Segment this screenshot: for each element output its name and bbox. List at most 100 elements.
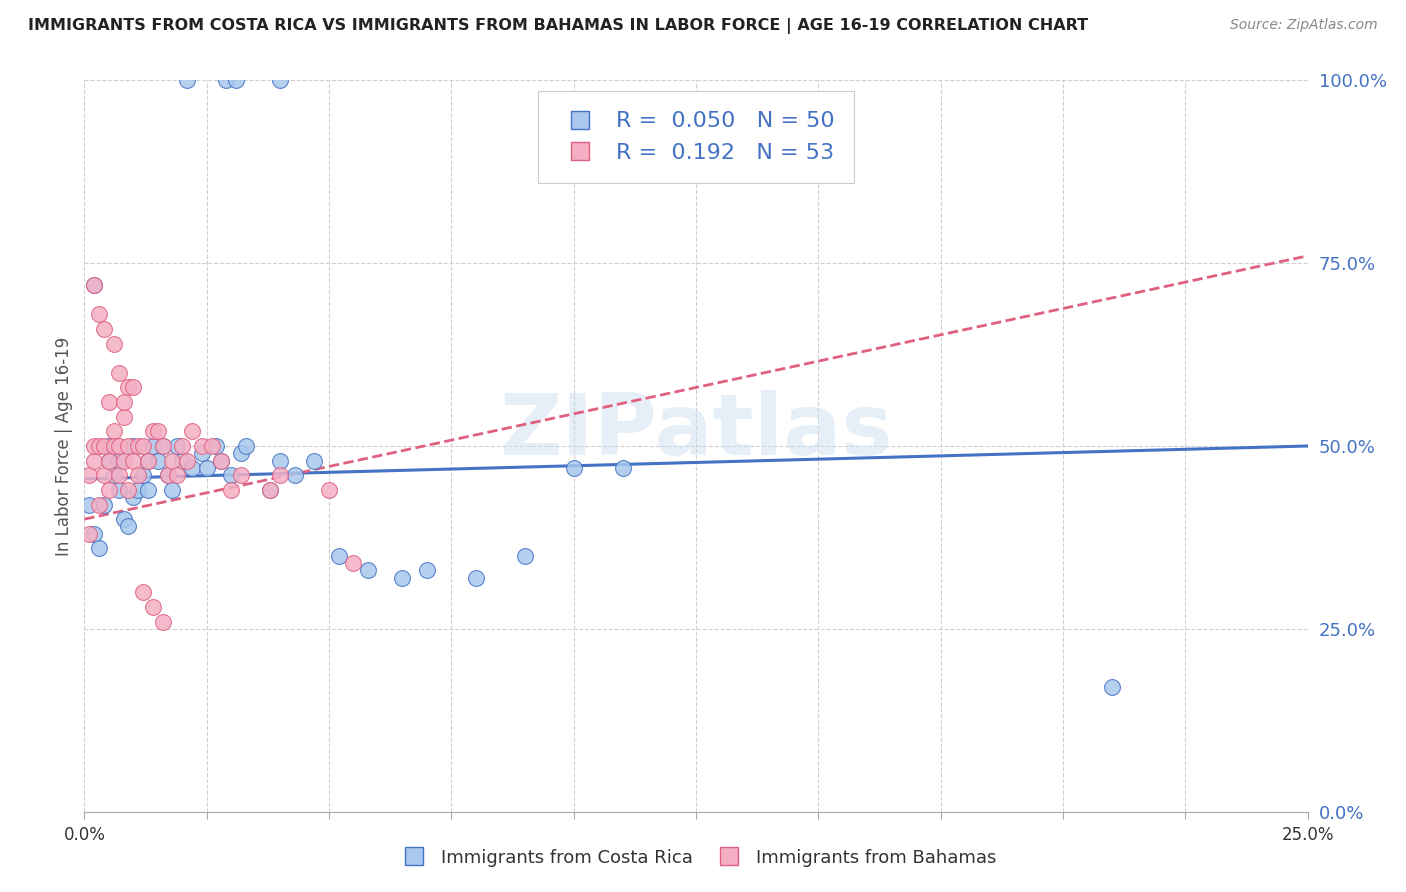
Point: [112, 409, 135, 424]
Point: [122, 490, 145, 504]
Point: [122, 439, 145, 453]
Point: [117, 380, 139, 394]
Point: [195, 461, 218, 475]
Point: [97, 439, 120, 453]
Point: [83, 453, 105, 467]
Point: [191, 439, 214, 453]
Point: [117, 519, 139, 533]
Point: [176, 73, 198, 87]
Point: [176, 453, 198, 467]
Point: [83, 526, 105, 541]
Point: [97, 453, 120, 467]
Point: [269, 468, 291, 483]
Point: [142, 599, 165, 614]
Point: [166, 439, 188, 453]
Point: [117, 439, 139, 453]
Point: [464, 571, 486, 585]
Point: [162, 483, 184, 497]
Point: [107, 366, 129, 380]
Point: [284, 468, 307, 483]
Point: [142, 439, 165, 453]
Text: Source: ZipAtlas.com: Source: ZipAtlas.com: [1230, 18, 1378, 32]
Point: [77, 526, 100, 541]
Point: [259, 483, 281, 497]
Point: [97, 395, 120, 409]
Point: [342, 556, 364, 570]
Point: [146, 453, 169, 467]
Point: [229, 468, 252, 483]
Point: [416, 563, 439, 577]
Point: [127, 483, 149, 497]
Point: [83, 439, 105, 453]
Point: [136, 453, 159, 467]
Point: [391, 571, 413, 585]
Point: [156, 468, 179, 483]
Point: [136, 453, 159, 467]
Point: [127, 439, 149, 453]
Point: [215, 73, 238, 87]
Point: [87, 498, 110, 512]
Point: [93, 498, 115, 512]
Legend: Immigrants from Costa Rica, Immigrants from Bahamas: Immigrants from Costa Rica, Immigrants f…: [387, 839, 1005, 876]
Point: [235, 439, 257, 453]
Point: [146, 425, 169, 439]
Point: [87, 307, 110, 321]
Point: [107, 468, 129, 483]
Point: [112, 512, 135, 526]
Point: [97, 453, 120, 467]
Point: [259, 483, 281, 497]
Point: [318, 483, 340, 497]
Point: [77, 498, 100, 512]
Point: [83, 278, 105, 293]
Point: [1101, 681, 1123, 695]
Point: [562, 461, 585, 475]
Point: [229, 446, 252, 460]
Point: [112, 453, 135, 467]
Point: [172, 439, 194, 453]
Point: [166, 468, 188, 483]
Point: [219, 483, 242, 497]
Point: [93, 439, 115, 453]
Point: [97, 483, 120, 497]
Point: [93, 322, 115, 336]
Point: [513, 549, 536, 563]
Point: [269, 73, 291, 87]
Point: [191, 446, 214, 460]
Point: [87, 439, 110, 453]
Point: [112, 395, 135, 409]
Point: [83, 278, 105, 293]
Point: [122, 453, 145, 467]
Point: [304, 453, 326, 467]
Point: [77, 468, 100, 483]
Point: [152, 439, 174, 453]
Point: [107, 483, 129, 497]
Point: [132, 439, 155, 453]
Point: [209, 453, 232, 467]
Point: [162, 453, 184, 467]
Point: [142, 425, 165, 439]
Point: [181, 425, 204, 439]
Point: [93, 468, 115, 483]
Y-axis label: In Labor Force | Age 16-19: In Labor Force | Age 16-19: [55, 336, 73, 556]
Point: [152, 439, 174, 453]
Point: [225, 73, 247, 87]
Point: [328, 549, 350, 563]
Point: [103, 439, 125, 453]
Point: [181, 461, 204, 475]
Point: [172, 453, 194, 467]
Point: [200, 439, 222, 453]
Text: ZIPatlas: ZIPatlas: [499, 390, 893, 473]
Point: [103, 425, 125, 439]
Point: [357, 563, 380, 577]
Text: IMMIGRANTS FROM COSTA RICA VS IMMIGRANTS FROM BAHAMAS IN LABOR FORCE | AGE 16-19: IMMIGRANTS FROM COSTA RICA VS IMMIGRANTS…: [28, 18, 1088, 34]
Point: [132, 468, 155, 483]
Point: [107, 439, 129, 453]
Point: [219, 468, 242, 483]
Point: [122, 380, 145, 394]
Point: [612, 461, 634, 475]
Point: [127, 468, 149, 483]
Point: [136, 483, 159, 497]
Point: [156, 468, 179, 483]
Point: [87, 541, 110, 556]
Point: [103, 336, 125, 351]
